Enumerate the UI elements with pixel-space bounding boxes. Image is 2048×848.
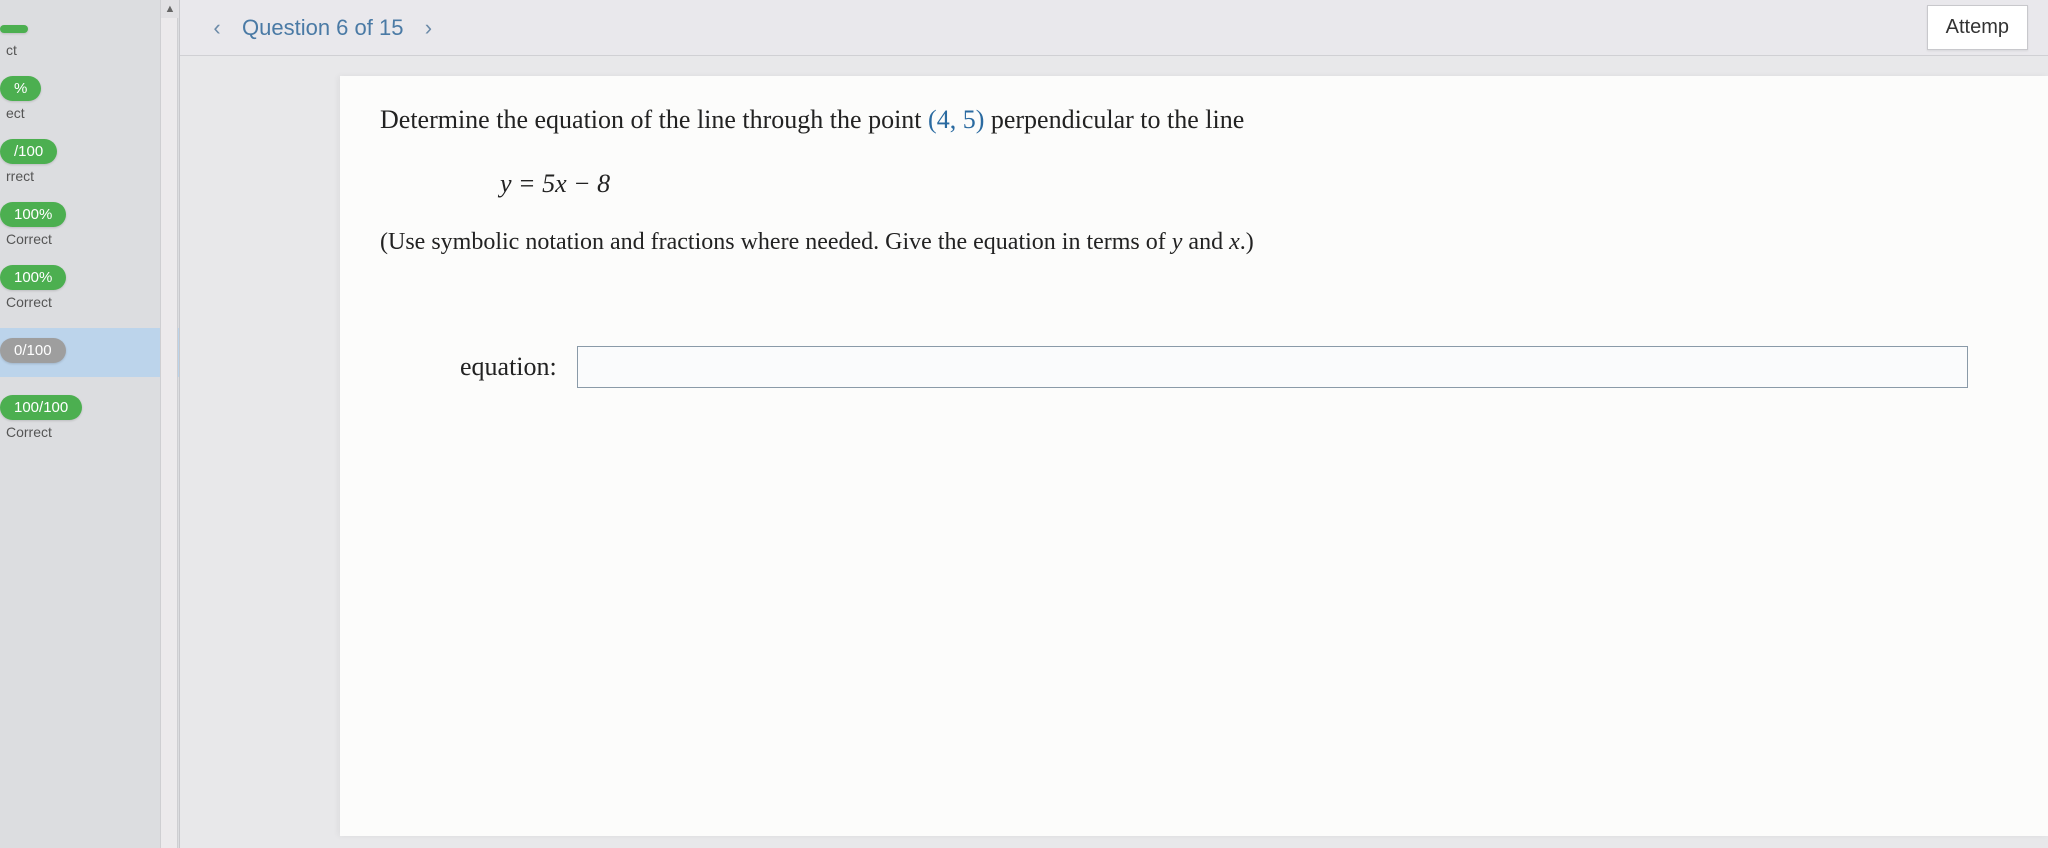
score-status: Correct [6, 231, 179, 247]
attempt-button[interactable]: Attemp [1927, 5, 2028, 50]
score-status: ct [6, 42, 179, 58]
hint-mid: and [1182, 229, 1229, 255]
score-status: ect [6, 105, 179, 121]
score-status: Correct [6, 424, 179, 440]
next-question-button[interactable]: › [411, 11, 445, 45]
score-pill: 100% [0, 265, 66, 290]
score-pill: % [0, 76, 41, 101]
sidebar-item[interactable]: 100% Correct [0, 202, 179, 247]
question-sidebar: ▲ ct % ect /100 rrect 100% Correct 100% … [0, 0, 180, 848]
question-paper: Determine the equation of the line throu… [340, 76, 2048, 836]
sidebar-item[interactable]: 100/100 Correct [0, 395, 179, 440]
score-pill: /100 [0, 139, 57, 164]
hint-var-y: y [1172, 229, 1183, 255]
main-area: ‹ Question 6 of 15 › Attemp Determine th… [180, 0, 2048, 848]
question-hint: (Use symbolic notation and fractions whe… [380, 229, 2008, 256]
score-pill: 100% [0, 202, 66, 227]
question-nav-bar: ‹ Question 6 of 15 › Attemp [180, 0, 2048, 56]
sidebar-item[interactable]: /100 rrect [0, 139, 179, 184]
prompt-post: perpendicular to the line [984, 105, 1244, 134]
score-pill [0, 25, 28, 33]
hint-pre: (Use symbolic notation and fractions whe… [380, 229, 1172, 255]
answer-label: equation: [460, 352, 557, 382]
sidebar-item[interactable]: ct [0, 20, 179, 58]
content-wrap: Determine the equation of the line throu… [180, 56, 2048, 848]
sidebar-scrollbar[interactable]: ▲ [160, 0, 178, 848]
prompt-point: (4, 5) [928, 105, 984, 134]
score-pill: 0/100 [0, 338, 66, 363]
reference-equation: y = 5x − 8 [500, 169, 2008, 199]
hint-var-x: x [1229, 229, 1240, 255]
equation-input[interactable] [577, 346, 1968, 388]
score-status: Correct [6, 294, 179, 310]
sidebar-item-current[interactable]: 0/100 [0, 328, 179, 377]
score-status: rrect [6, 168, 179, 184]
hint-post: .) [1240, 229, 1254, 255]
sidebar-item[interactable]: 100% Correct [0, 265, 179, 310]
scroll-up-icon[interactable]: ▲ [161, 0, 179, 18]
answer-row: equation: [380, 346, 2008, 388]
question-prompt: Determine the equation of the line throu… [380, 100, 2008, 139]
sidebar-item[interactable]: % ect [0, 76, 179, 121]
prompt-pre: Determine the equation of the line throu… [380, 105, 928, 134]
prev-question-button[interactable]: ‹ [200, 11, 234, 45]
question-position-label: Question 6 of 15 [242, 15, 403, 41]
score-pill: 100/100 [0, 395, 82, 420]
